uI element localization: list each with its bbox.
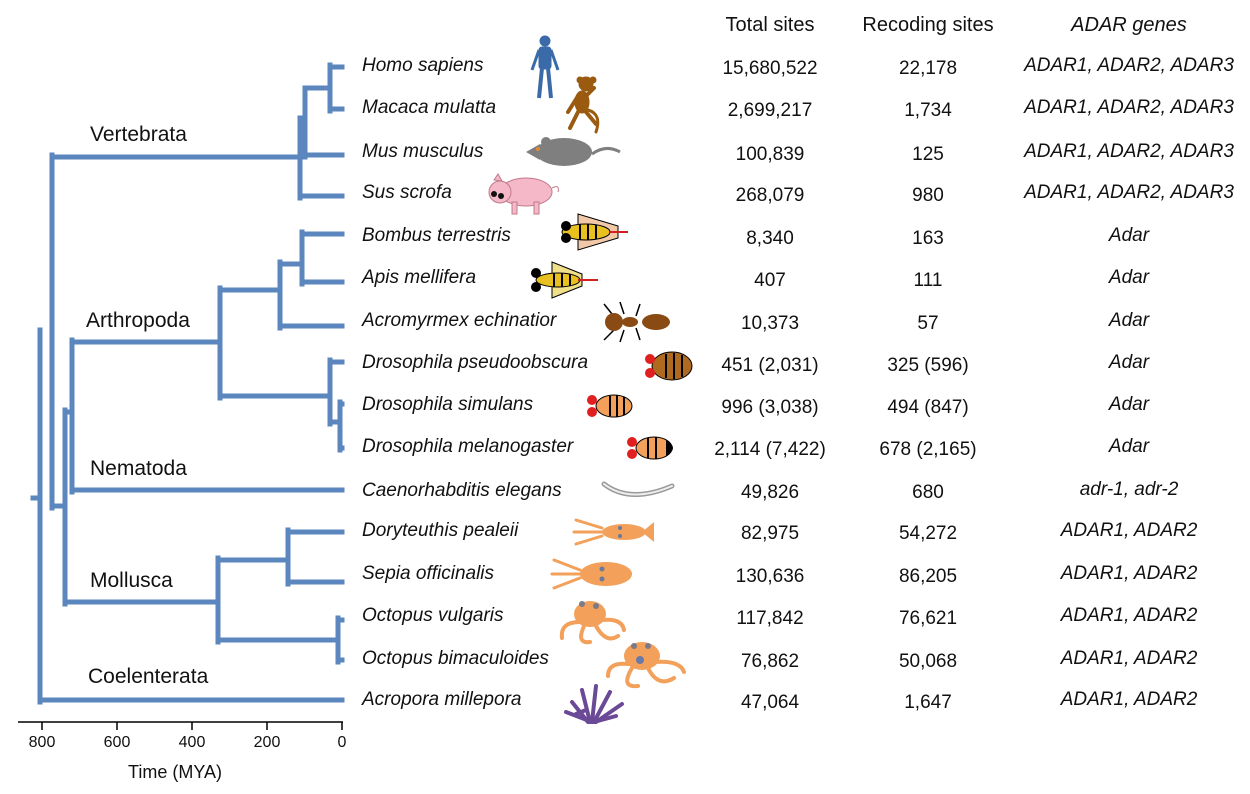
total-sites: 15,680,522 (722, 58, 818, 79)
adar-genes: Adar (1108, 225, 1150, 246)
recoding-sites: 1,647 (904, 692, 952, 713)
total-sites: 82,975 (740, 523, 800, 544)
species-name: Caenorhabditis elegans (362, 480, 562, 501)
total-sites: 996 (3,038) (721, 397, 819, 418)
recoding-sites: 163 (912, 228, 944, 249)
fly-icon (645, 351, 693, 381)
total-sites: 47,064 (740, 692, 800, 713)
recoding-sites: 494 (847) (887, 397, 969, 418)
recoding-sites: 57 (917, 313, 939, 334)
adar-genes: Adar (1108, 436, 1150, 457)
species-name: Apis mellifera (362, 267, 477, 288)
tick-label: 800 (28, 734, 56, 751)
species-name: Mus musculus (362, 141, 484, 162)
clade-label: Nematoda (90, 457, 187, 480)
mouse-icon (526, 137, 621, 166)
species-name: Drosophila simulans (362, 394, 534, 415)
adar-genes: ADAR1, ADAR2, ADAR3 (1024, 55, 1234, 76)
octopus-icon (559, 601, 626, 645)
total-sites: 10,373 (740, 313, 800, 334)
recoding-sites: 50,068 (898, 651, 958, 672)
monkey-icon (566, 76, 600, 134)
cuttlefish-icon (550, 558, 632, 590)
adar-genes: ADAR1, ADAR2 (1060, 520, 1198, 541)
human-icon (530, 35, 560, 99)
fly-icon (587, 394, 633, 418)
species-name: Drosophila melanogaster (362, 436, 574, 457)
species-name: Sus scrofa (362, 182, 452, 203)
recoding-sites: 325 (596) (887, 355, 969, 376)
species-name: Macaca mulatta (362, 97, 497, 118)
tick-label: 200 (253, 734, 281, 751)
x-axis-label: Time (MYA) (128, 762, 222, 782)
total-sites: 76,862 (740, 651, 800, 672)
total-sites: 407 (754, 270, 786, 291)
squid-icon (572, 518, 654, 546)
adar-genes: ADAR1, ADAR2, ADAR3 (1024, 182, 1234, 203)
total-sites: 130,636 (735, 566, 805, 587)
clade-label: Vertebrata (90, 123, 187, 146)
adar-genes: ADAR1, ADAR2, ADAR3 (1024, 141, 1234, 162)
octopus-icon (606, 642, 686, 689)
recoding-sites: 980 (912, 185, 944, 206)
recoding-sites: 22,178 (898, 58, 958, 79)
header-recoding-sites: Recoding sites (862, 14, 994, 36)
adar-genes: Adar (1108, 267, 1150, 288)
species-name: Homo sapiens (362, 55, 484, 76)
recoding-sites: 86,205 (898, 566, 958, 587)
adar-genes: ADAR1, ADAR2 (1060, 605, 1198, 626)
species-name: Acropora millepora (362, 689, 522, 710)
tick-label: 400 (178, 734, 206, 751)
recoding-sites: 76,621 (898, 608, 958, 629)
header-adar-genes: ADAR genes (1071, 14, 1187, 36)
header-total-sites: Total sites (725, 14, 815, 36)
adar-genes: ADAR1, ADAR2, ADAR3 (1024, 97, 1234, 118)
clade-label: Arthropoda (86, 309, 190, 332)
recoding-sites: 680 (912, 482, 944, 503)
adar-genes: Adar (1108, 394, 1150, 415)
clade-label: Mollusca (90, 569, 173, 592)
adar-genes: ADAR1, ADAR2 (1060, 648, 1198, 669)
recoding-sites: 125 (912, 144, 944, 165)
fly-icon (627, 436, 673, 460)
adar-genes: ADAR1, ADAR2 (1060, 563, 1198, 584)
ant-icon (603, 301, 670, 343)
adar-genes: ADAR1, ADAR2 (1060, 689, 1198, 710)
species-name: Octopus bimaculoides (362, 648, 549, 669)
recoding-sites: 54,272 (898, 523, 958, 544)
tick-label: 0 (337, 734, 347, 751)
bumblebee-icon (561, 213, 628, 251)
coral-icon (564, 684, 624, 724)
adar-genes: Adar (1108, 310, 1150, 331)
total-sites: 451 (2,031) (721, 355, 819, 376)
species-name: Octopus vulgaris (362, 605, 504, 626)
tick-label: 600 (103, 734, 131, 751)
worm-icon (601, 481, 675, 497)
species-name: Bombus terrestris (362, 225, 511, 246)
total-sites: 100,839 (735, 144, 805, 165)
species-name: Sepia officinalis (362, 563, 495, 584)
total-sites: 117,842 (736, 608, 804, 629)
total-sites: 49,826 (740, 482, 800, 503)
recoding-sites: 1,734 (904, 100, 952, 121)
honeybee-icon (531, 261, 598, 299)
total-sites: 2,114 (7,422) (714, 439, 826, 460)
total-sites: 8,340 (746, 228, 794, 249)
species-name: Acromyrmex echinatior (362, 310, 557, 331)
clade-label: Coelenterata (88, 665, 209, 688)
pig-icon (488, 173, 559, 215)
adar-genes: Adar (1108, 352, 1150, 373)
recoding-sites: 678 (2,165) (879, 439, 977, 460)
total-sites: 268,079 (735, 185, 805, 206)
total-sites: 2,699,217 (727, 100, 813, 121)
species-name: Drosophila pseudoobscura (362, 352, 589, 373)
species-name: Doryteuthis pealeii (362, 520, 519, 541)
recoding-sites: 111 (913, 270, 943, 291)
adar-genes: adr-1, adr-2 (1079, 479, 1179, 500)
